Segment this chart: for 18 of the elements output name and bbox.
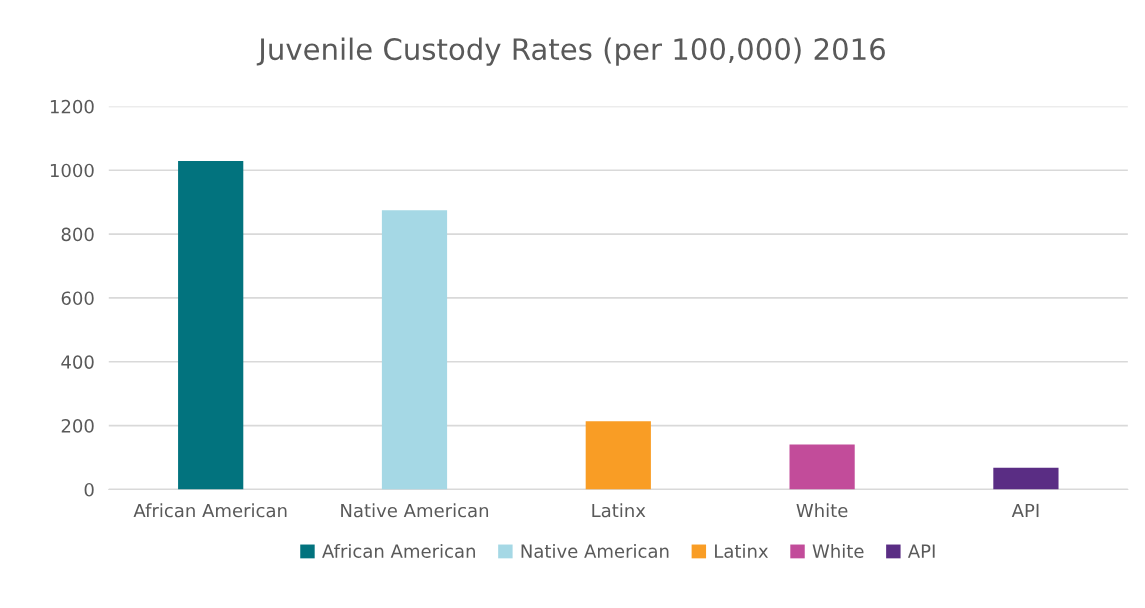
legend-label: Latinx [715, 543, 769, 558]
legend-label: African American [322, 543, 475, 558]
legend-label: Native American [521, 543, 669, 558]
x-tick-label: API [1011, 503, 1039, 518]
y-tick-label: 400 [61, 355, 94, 369]
x-tick-label: Latinx [592, 503, 646, 518]
y-tick-label: 0 [84, 482, 94, 497]
y-tick-label: 800 [61, 227, 94, 242]
y-tick-label: 1000 [50, 163, 94, 178]
y-tick-label: 600 [61, 291, 94, 306]
y-tick-label: 200 [61, 419, 94, 433]
x-tick-label: Native American [341, 503, 489, 518]
y-tick-label: 1200 [50, 99, 94, 114]
x-tick-label: White [796, 503, 848, 518]
x-tick-label: African American [133, 503, 287, 518]
chart-title: Juvenile Custody Rates (per 100,000) 2016 [256, 37, 885, 66]
legend-label: API [907, 544, 935, 558]
legend-label: White [812, 543, 864, 558]
